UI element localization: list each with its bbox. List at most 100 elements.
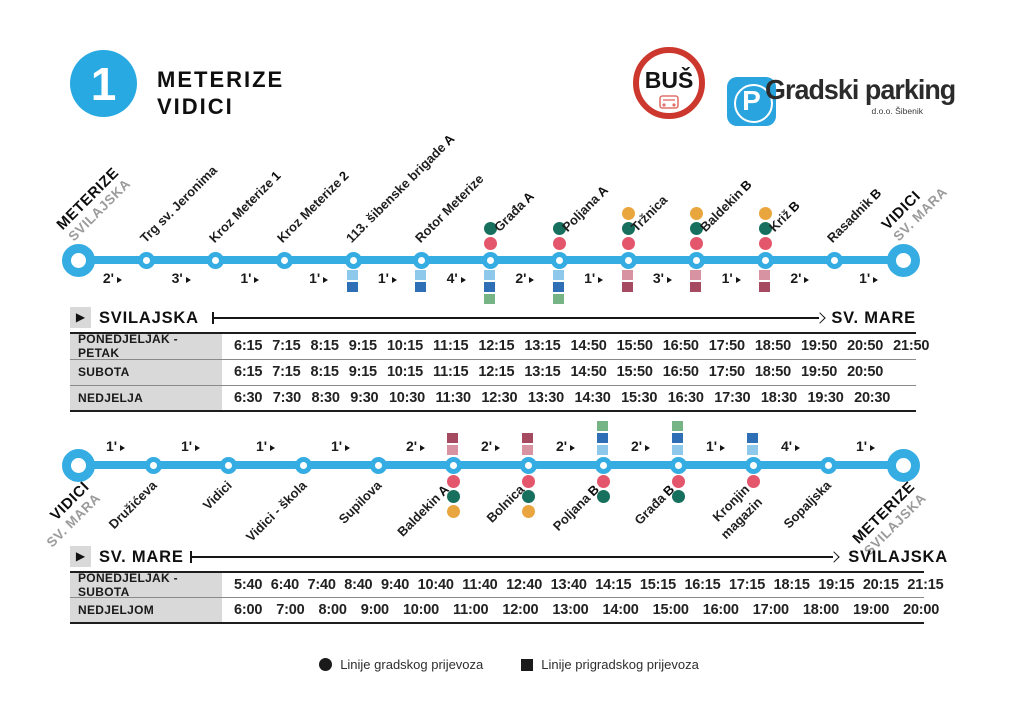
connection-markers-below: [746, 475, 760, 488]
departure-time: 9:00: [360, 602, 389, 619]
square-marker-darkblue: [746, 433, 758, 443]
stop-label: PoljanaB: [550, 481, 604, 535]
timetable-row-times: 6:30 7:30 8:30 9:30 10:30 11:30 12:30 13:30 14:3…: [234, 385, 890, 411]
departure-time: 8:15: [310, 364, 339, 380]
stop-circle: [219, 456, 237, 474]
stop-circle: [294, 456, 312, 474]
stop-circle: [619, 251, 637, 269]
departure-time: 7:40: [307, 576, 336, 593]
stop-name-line: Kroz Meterize2: [274, 167, 354, 247]
square-marker-pink: [759, 270, 770, 280]
departure-time: 13:30: [527, 390, 565, 406]
departure-time: 20:30: [854, 390, 891, 406]
timetable-row-times: 5:40 6:40 7:40 8:40 9:40 10:40 11:40 12:40 13:40…: [234, 572, 944, 598]
dot-marker-red: [621, 237, 635, 250]
square-marker-green: [484, 294, 495, 304]
dot-marker-teal: [521, 490, 535, 503]
direction-arrow-icon: [460, 277, 466, 283]
dot-marker-red: [596, 475, 610, 488]
stop-circle: [369, 456, 387, 474]
departure-time: 18:50: [754, 338, 791, 354]
segment-time: 2': [88, 270, 136, 286]
departure-time: 20:15: [862, 576, 899, 593]
departure-time: 19:30: [807, 390, 844, 406]
departure-time: 12:15: [478, 364, 515, 380]
departure-time: 18:30: [760, 390, 797, 406]
stop-circle: [688, 251, 706, 269]
legend-city-lines: Linije gradskog prijevoza: [319, 657, 483, 672]
departure-time: 19:00: [852, 602, 890, 619]
stop-name: Poljana: [559, 191, 603, 235]
ruler-arrow-icon: [828, 551, 840, 563]
stop-label: BaldekinB: [696, 176, 756, 236]
dot-marker-yellow: [759, 207, 772, 220]
segment-time: 1': [363, 270, 411, 286]
direction-arrow-icon: [666, 277, 672, 283]
terminal-label: METERIZE SVILAJSKA: [849, 478, 929, 558]
direction-arrow-icon: [495, 445, 501, 451]
stop-name-line: PoljanaA: [559, 182, 613, 236]
departure-time: 7:30: [272, 390, 301, 406]
departure-time: 8:30: [311, 390, 340, 406]
stop-name: Vidici: [199, 477, 235, 513]
segment-time: 1': [845, 270, 893, 286]
square-marker-lightblue: [746, 445, 758, 455]
square-marker-green: [671, 421, 683, 431]
segment-minutes: 2': [790, 270, 802, 286]
timetable-row-times: 6:00 7:00 8:00 9:00 10:00 11:00 12:00 13:00 14:0…: [234, 598, 939, 624]
departure-time: 5:40: [234, 576, 263, 593]
terminal-stop-circle: [61, 448, 95, 482]
departure-time: 11:40: [462, 576, 498, 593]
departure-time: 7:15: [272, 338, 301, 354]
table-rule: [70, 384, 916, 386]
segment-minutes: 2': [480, 438, 493, 454]
direction-arrow-icon: [804, 277, 810, 283]
square-marker-lightblue: [346, 270, 358, 280]
departure-time: 19:15: [818, 576, 855, 593]
connection-markers-below: [521, 475, 535, 518]
direction-arrow-icon: [870, 445, 876, 451]
connection-markers-below: [759, 270, 770, 292]
departure-time: 17:00: [752, 602, 789, 619]
segment-time: 1': [842, 438, 890, 454]
connection-markers-below: [346, 270, 358, 292]
dot-marker-red: [759, 237, 772, 250]
stop-name-line: Sopaljska: [780, 477, 836, 533]
direction-arrow-icon: [391, 277, 397, 283]
stop-label: GrađaA: [490, 188, 538, 236]
stop-circle: [744, 456, 762, 474]
departure-time: 7:00: [276, 602, 305, 619]
stop-name: Kroz Meterize: [205, 175, 276, 246]
direction-arrow-icon: [645, 445, 651, 451]
departure-time: 20:50: [847, 364, 884, 380]
stop-label: Supilova: [335, 477, 386, 528]
connection-markers-above: [690, 207, 704, 250]
departure-time: 13:15: [524, 338, 561, 354]
bus-operator-logo: BUŠ: [632, 46, 706, 120]
square-marker-darkred: [759, 282, 770, 292]
segment-time: 1': [242, 438, 290, 454]
stop-name-line: Rotor Meterize: [411, 170, 488, 247]
segment-minutes: 1': [255, 438, 268, 454]
stop-circle: [444, 456, 462, 474]
connection-markers-below: [690, 270, 702, 292]
day-range-label: NEDJELJA: [78, 391, 144, 405]
segment-time: 1': [226, 270, 274, 286]
departure-time: 16:50: [662, 364, 699, 380]
dot-marker-red: [552, 237, 566, 250]
table-rule: [70, 622, 924, 624]
stop-name-line: GrađaB: [631, 481, 679, 529]
square-marker-darkred: [521, 433, 533, 443]
departure-time: 6:30: [234, 390, 263, 406]
stop-circle: [138, 251, 156, 269]
segment-minutes: 2': [102, 270, 114, 286]
stop-circle: [207, 251, 224, 269]
route-number-badge: 1: [70, 50, 137, 117]
direction-from-label: SVILAJSKA: [99, 309, 199, 327]
direction-arrow-icon: [720, 445, 726, 451]
departure-time: 15:00: [652, 602, 689, 619]
segment-minutes: 4': [780, 438, 793, 454]
departure-time: 14:50: [570, 364, 607, 380]
segment-time: 1': [317, 438, 365, 454]
